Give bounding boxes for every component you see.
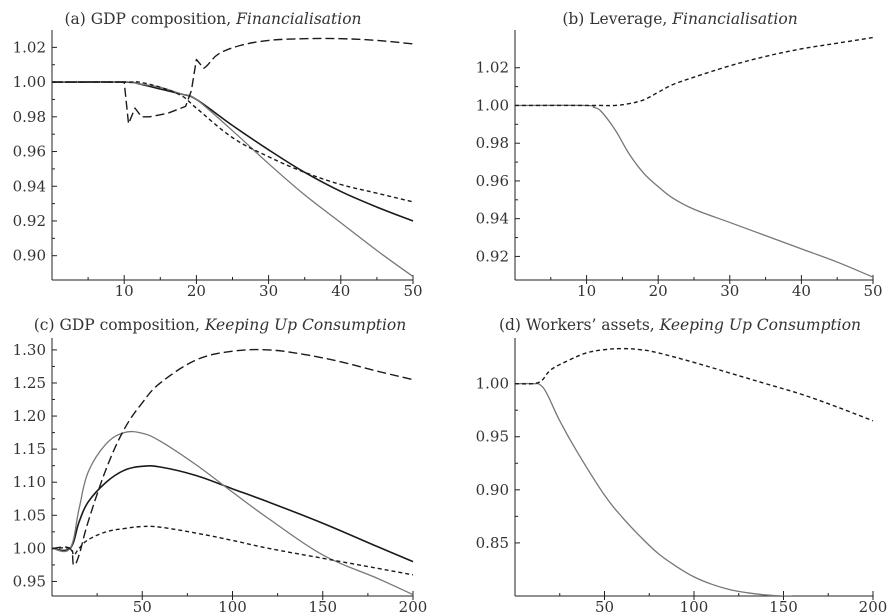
panel-a-x-tick-label: 30	[259, 282, 278, 300]
panel-b-y-tick-label: 0.98	[476, 134, 509, 152]
panel-d-y-tick-label: 0.95	[476, 428, 509, 446]
panel-a-x-tick-label: 10	[115, 282, 134, 300]
panel-a-y-tick-label: 1.02	[13, 38, 46, 56]
panel-d-x-tick-label: 50	[595, 598, 614, 612]
panel-b-series	[515, 36, 874, 278]
panel-a-x-axis: 10 20 30 40 50	[52, 275, 423, 300]
panel-c-series-line-dotted	[52, 525, 414, 576]
panel-c-y-tick-label: 1.25	[13, 374, 46, 392]
panel-b-x-tick-label: 40	[792, 282, 811, 300]
panel-a-y-tick-label: 0.94	[13, 177, 46, 195]
panel-b-y-tick-label: 0.94	[476, 210, 509, 228]
panel-b-y-tick-label: 1.00	[476, 96, 509, 114]
panel-d-y-tick-label: 1.00	[476, 375, 509, 393]
panel-c-y-tick-label: 1.15	[13, 440, 46, 458]
panel-c-y-tick-label: 1.20	[13, 407, 46, 425]
panel-c-y-tick-label: 1.10	[13, 473, 46, 491]
panel-b-title-emphasis: Financialisation	[671, 10, 797, 28]
panel-a: (a) GDP composition, Financialisation 0.…	[13, 10, 423, 300]
panel-b-x-tick-label: 10	[577, 282, 596, 300]
panel-d-title-emphasis: Keeping Up Consumption	[659, 316, 861, 334]
panel-b-series-line-dotted	[515, 36, 874, 107]
panel-b-x-axis: 10 20 30 40 50	[515, 275, 883, 300]
panel-b-series-line-solid-gray	[515, 104, 874, 278]
panel-a-y-tick-label: 0.92	[13, 212, 46, 230]
panel-a-y-axis: 0.90 0.92 0.94 0.96 0.98 1.00 1.02	[13, 30, 57, 280]
panel-a-title-emphasis: Financialisation	[235, 10, 361, 28]
panel-c-title: (c) GDP composition, Keeping Up Consumpt…	[34, 316, 406, 334]
panel-d-title: (d) Workers’ assets, Keeping Up Consumpt…	[499, 316, 861, 334]
panel-a-series-line-dashed	[52, 37, 414, 125]
panel-c-y-tick-label: 1.05	[13, 506, 46, 524]
panel-a-series	[52, 37, 414, 278]
panel-a-y-tick-label: 0.98	[13, 108, 46, 126]
panel-d-series-line-solid-gray	[515, 382, 793, 596]
panel-b-title: (b) Leverage, Financialisation	[562, 10, 797, 28]
panel-a-x-tick-label: 40	[331, 282, 350, 300]
panel-b-x-tick-label: 50	[863, 282, 882, 300]
panel-b-title-prefix: (b) Leverage,	[562, 10, 672, 28]
panel-a-y-tick-label: 0.96	[13, 143, 46, 161]
panel-b-y-tick-label: 0.96	[476, 172, 509, 190]
panel-c-x-axis: 50 100 150 200	[52, 591, 427, 612]
panel-d-title-prefix: (d) Workers’ assets,	[499, 316, 660, 334]
panel-b: (b) Leverage, Financialisation 0.920.940…	[476, 10, 883, 300]
panel-c-x-tick-label: 200	[399, 598, 428, 612]
panel-c-y-tick-label: 0.95	[13, 572, 46, 590]
panel-d-series-line-dotted	[515, 347, 874, 422]
panel-c-x-tick-label: 50	[133, 598, 152, 612]
panel-d-x-tick-label: 150	[769, 598, 798, 612]
panel-b-y-tick-label: 1.02	[476, 59, 509, 77]
panel-c-y-tick-label: 1.00	[13, 539, 46, 557]
panel-c-y-axis: 0.95 1.00 1.05 1.10 1.15 1.20 1.25 1.30	[13, 338, 57, 596]
panel-a-title-prefix: (a) GDP composition,	[64, 10, 236, 28]
panel-a-x-tick-label: 20	[187, 282, 206, 300]
panel-c-title-emphasis: Keeping Up Consumption	[204, 316, 406, 334]
panel-b-y-tick-label: 0.92	[476, 247, 509, 265]
panel-c-series-line-dashed	[52, 348, 414, 566]
panel-c-x-tick-label: 100	[218, 598, 247, 612]
panel-c-series-line-solid-black	[52, 465, 414, 563]
panel-d-x-tick-label: 200	[859, 598, 888, 612]
panel-a-y-tick-label: 1.00	[13, 73, 46, 91]
panel-a-y-tick-label: 0.90	[13, 247, 46, 265]
panel-a-series-line-solid-black	[52, 81, 414, 222]
panel-a-series-line-solid-gray	[52, 81, 414, 278]
panel-d-x-tick-label: 100	[680, 598, 709, 612]
panel-b-x-tick-label: 30	[720, 282, 739, 300]
panel-c-title-prefix: (c) GDP composition,	[34, 316, 205, 334]
panel-b-y-axis: 0.92 0.94 0.96 0.98 1.00 1.02	[476, 30, 520, 280]
panel-a-title: (a) GDP composition, Financialisation	[64, 10, 361, 28]
panel-c-y-tick-label: 1.30	[13, 341, 46, 359]
panel-b-x-tick-label: 20	[649, 282, 668, 300]
panel-d: (d) Workers’ assets, Keeping Up Consumpt…	[476, 316, 888, 612]
panel-d-y-axis: 0.85 0.90 0.95 1.00	[476, 338, 520, 596]
panel-c-series	[52, 348, 414, 596]
panel-d-y-tick-label: 0.85	[476, 534, 509, 552]
panel-c-x-tick-label: 150	[308, 598, 337, 612]
panel-a-x-tick-label: 50	[403, 282, 422, 300]
panel-c-series-line-solid-gray	[52, 430, 414, 596]
panel-d-x-axis: 50 100 150 200	[515, 591, 887, 612]
panel-d-y-tick-label: 0.90	[476, 481, 509, 499]
panel-d-series	[515, 347, 874, 596]
panel-c: (c) GDP composition, Keeping Up Consumpt…	[13, 316, 428, 612]
panel-a-series-line-dotted	[52, 80, 414, 203]
